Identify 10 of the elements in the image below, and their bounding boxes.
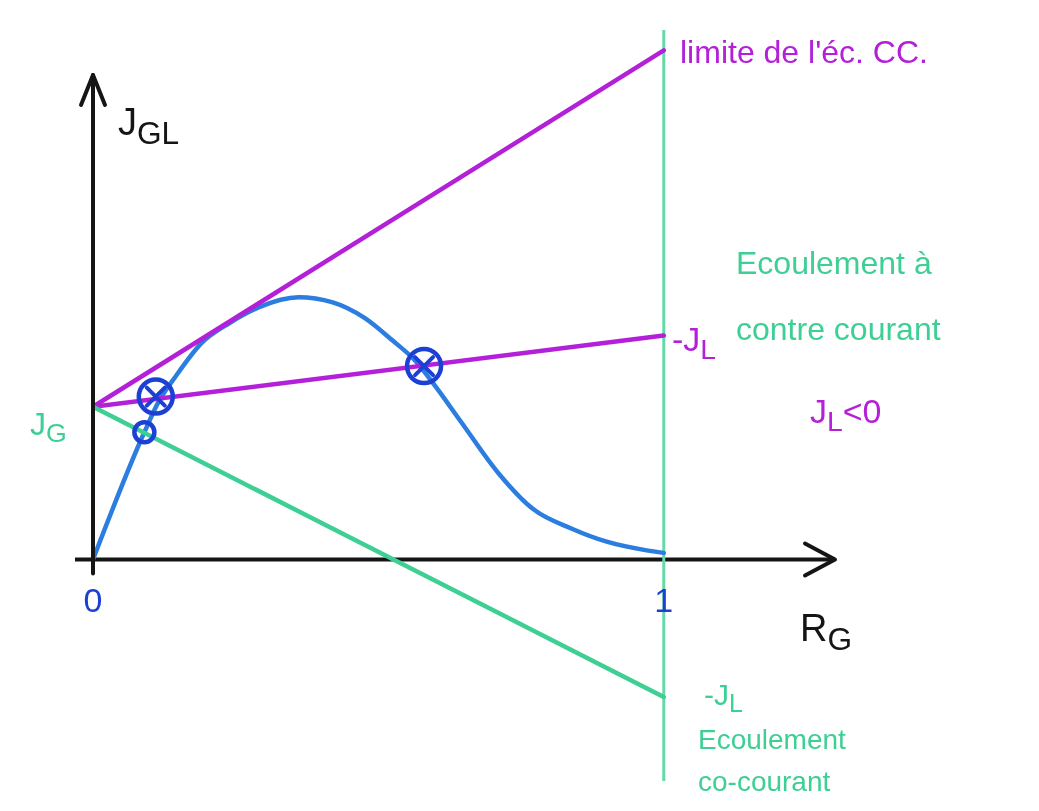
annotation: -J$_{L}$ (704, 677, 743, 719)
annotation: -J$_{L}$ (672, 319, 717, 367)
text: J$_{G}$ (30, 405, 67, 451)
text: Ecoulement co-courant (698, 723, 846, 799)
annotation: Ecoulement à contre courant (736, 244, 941, 349)
annotation: J$_{L}$<0 (810, 391, 882, 439)
annotation: limite de l'éc. CC. (680, 33, 928, 72)
x-tick-label: 0 (83, 580, 103, 619)
y-axis-title: J$_{GL}$ (118, 100, 180, 153)
x-axis-title: R$_{G}$ (800, 606, 853, 659)
